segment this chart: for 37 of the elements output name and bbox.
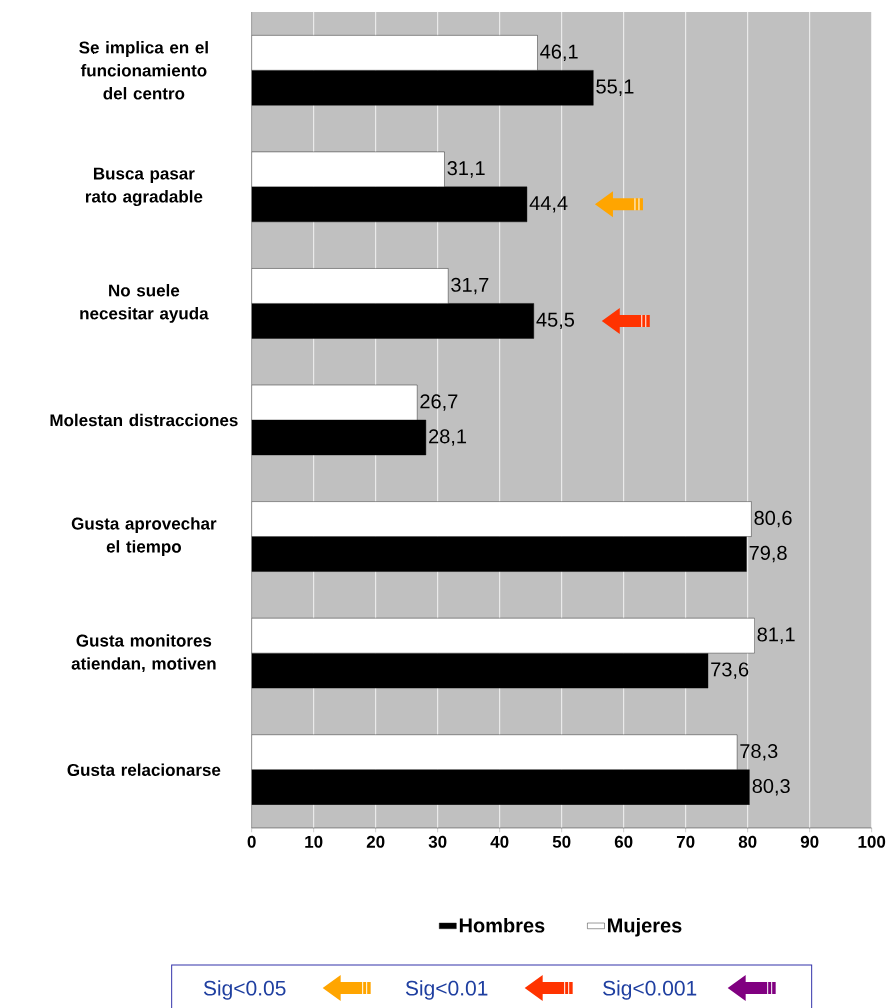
data-label: 78,3 xyxy=(740,743,778,761)
text: Sig<0.01 xyxy=(406,980,488,1000)
text: Sig<0.05 xyxy=(204,980,286,1000)
data-label: 26,7 xyxy=(420,394,458,411)
y-tick-label: No suele necesitar ayuda xyxy=(80,284,209,323)
x-tick-label: 100 xyxy=(858,835,886,848)
data-label: 81,1 xyxy=(757,627,795,644)
x-tick-label: 30 xyxy=(428,835,447,848)
data-label: 80,6 xyxy=(754,510,792,528)
data-label: 31,1 xyxy=(447,161,485,178)
x-tick-label: 20 xyxy=(366,835,385,848)
x-tick-label: 80 xyxy=(738,835,757,848)
data-label: 55,1 xyxy=(596,79,634,96)
x-tick-label: 10 xyxy=(305,835,323,848)
x-tick-label: 50 xyxy=(552,835,571,848)
x-tick-label: 70 xyxy=(677,835,695,848)
data-label: 79,8 xyxy=(749,545,787,563)
data-label: 73,6 xyxy=(711,662,749,679)
x-tick-label: 90 xyxy=(800,835,819,848)
x-tick-label: 60 xyxy=(615,835,633,848)
x-tick-label: 0 xyxy=(247,835,256,848)
legend-label: Hombres xyxy=(460,917,545,933)
legend-label: Mujeres xyxy=(608,917,682,937)
x-tick-label: 40 xyxy=(490,835,509,848)
y-tick-label: Se implica en el funcionamiento del centro xyxy=(79,41,208,100)
y-tick-label: Gusta relacionarse xyxy=(67,763,221,776)
data-label: 31,7 xyxy=(451,277,489,295)
y-tick-label: Molestan distracciones xyxy=(50,413,238,427)
data-label: 46,1 xyxy=(540,44,578,62)
y-tick-label: Gusta monitores atiendan, motiven xyxy=(71,634,216,673)
y-tick-label: Gusta aprovechar el tiempo xyxy=(71,517,217,556)
data-label: 45,5 xyxy=(536,312,575,330)
text: Sig<0.001 xyxy=(603,980,697,1000)
data-label: 80,3 xyxy=(752,778,790,796)
data-label: 28,1 xyxy=(429,429,467,446)
data-label: 44,4 xyxy=(529,196,568,213)
y-tick-label: Busca pasar rato agradable xyxy=(86,167,203,207)
